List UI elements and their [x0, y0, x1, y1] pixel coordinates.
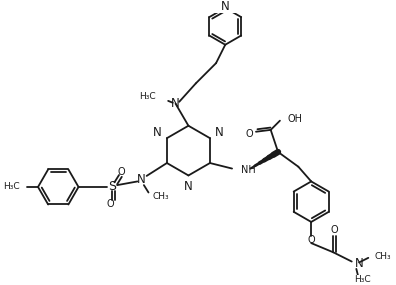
Text: H₃C: H₃C	[139, 92, 155, 101]
Text: H₃C: H₃C	[354, 275, 371, 284]
Text: OH: OH	[287, 114, 302, 124]
Text: N: N	[137, 173, 145, 186]
Text: N: N	[153, 126, 162, 139]
Text: O: O	[307, 235, 315, 245]
Text: O: O	[117, 167, 125, 177]
Text: H₃C: H₃C	[3, 182, 20, 192]
Text: N: N	[184, 180, 193, 193]
Text: CH₃: CH₃	[152, 192, 169, 201]
Text: N: N	[215, 126, 224, 139]
Text: O: O	[330, 225, 338, 235]
Text: O: O	[246, 129, 253, 139]
Text: O: O	[106, 199, 114, 209]
Text: N: N	[221, 1, 230, 13]
Text: N: N	[171, 97, 180, 110]
Text: CH₃: CH₃	[375, 251, 391, 260]
Text: S: S	[108, 180, 116, 194]
Text: N: N	[354, 257, 363, 270]
Text: NH: NH	[241, 165, 256, 175]
